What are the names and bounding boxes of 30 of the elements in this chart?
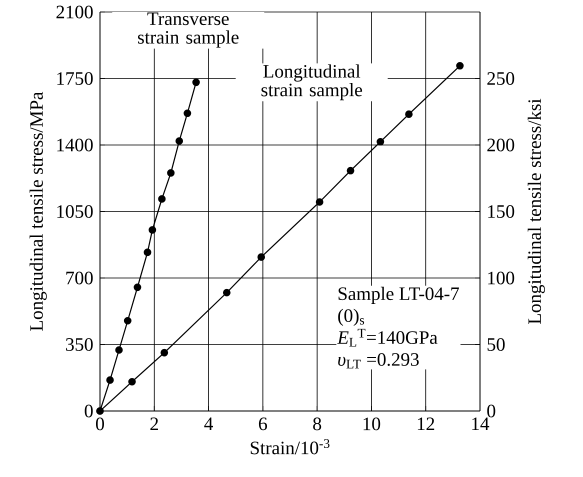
y2-tick-label: 100 <box>488 272 514 284</box>
y-tick-label: 1400 <box>57 138 93 152</box>
annotation: (0)$_{s}$ <box>338 308 364 326</box>
y-tick-label: 2100 <box>56 6 93 18</box>
text: Transverse strain sample <box>138 12 239 48</box>
x-tick-label: 2 <box>150 418 158 430</box>
y2-axis-title: Longitudinal tensile stress/ksi <box>528 98 545 324</box>
y-tick-label: 0 <box>84 404 93 418</box>
y2-tick-label: 150 <box>488 205 514 218</box>
y2-tick-label: 200 <box>487 138 514 152</box>
x-tick-label: 12 <box>418 418 434 430</box>
y2-tick-label: 50 <box>488 338 505 351</box>
x-tick-label: 14 <box>472 418 490 430</box>
y-tick-label: 1750 <box>57 72 93 85</box>
annotation: E$_{L}$$^{T}$=140GPa <box>337 328 438 347</box>
y-axis-title: Longitudinal tensile stress/MPa <box>30 92 47 331</box>
y2-tick-label: 250 <box>487 72 514 85</box>
x-tick-label: 8 <box>313 418 322 430</box>
y-tick-label: 350 <box>66 338 93 351</box>
y-tick-label: 700 <box>66 272 93 284</box>
x-tick-label: 10 <box>364 418 380 430</box>
annotation: υ$_{LT}$ =0.293 <box>338 353 419 368</box>
annotation: Sample LT-04-7 <box>338 286 459 304</box>
x-tick-label: 0 <box>96 418 104 430</box>
x-axis-title: Strain/10$^{-3}$ <box>250 439 330 454</box>
x-tick-label: 6 <box>258 418 268 430</box>
x-tick-label: 4 <box>204 418 214 430</box>
text: Longitudinal strain sample <box>262 64 362 100</box>
y-tick-label: 1050 <box>57 205 93 218</box>
y2-tick-label: 0 <box>487 404 496 418</box>
